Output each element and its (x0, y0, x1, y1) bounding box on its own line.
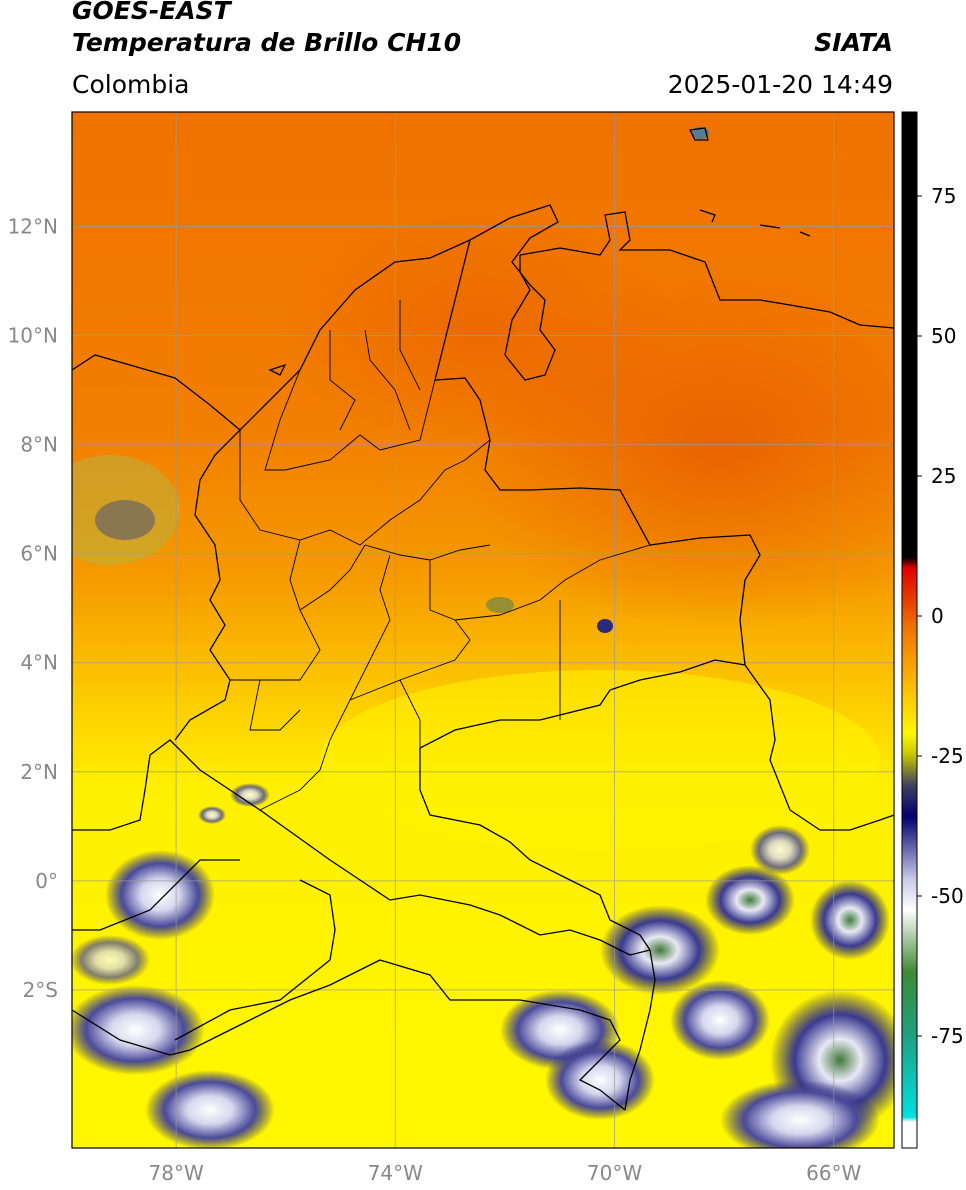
lon-tick-label: 78°W (149, 1161, 204, 1185)
venezuela-brazil-border (789, 809, 894, 831)
caribbean-coast (72, 204, 559, 431)
colorbar-tick-label: -75 (931, 1024, 964, 1048)
islands (268, 127, 811, 376)
colorbar-tick-label: -50 (931, 884, 964, 908)
product-title: Temperatura de Brillo CH10 (72, 28, 462, 57)
lat-tick-label: 8°N (20, 433, 58, 457)
brand-label: SIATA (814, 28, 893, 57)
satellite-title: GOES-EAST (72, 0, 231, 25)
lat-tick-label: 12°N (8, 215, 58, 239)
peru-brazil-border (624, 949, 656, 1111)
ecuador-colombia-border (174, 879, 336, 1041)
lon-tick-label: 70°W (587, 1161, 642, 1185)
latitude-tick-labels: 12°N 10°N 8°N 6°N 4°N 2°N 0° 2°S (8, 215, 58, 1002)
colombia-peru-border (72, 739, 651, 956)
longitude-tick-labels: 78°W 74°W 70°W 66°W (149, 1161, 862, 1185)
colorbar (901, 111, 918, 1149)
lat-tick-label: 2°N (20, 760, 58, 784)
lat-tick-label: 10°N (8, 324, 58, 348)
lat-tick-label: 6°N (20, 542, 58, 566)
graticule (72, 112, 894, 1148)
lon-tick-label: 66°W (806, 1161, 861, 1185)
colorbar-tick-labels: 75 50 25 0 -25 -50 -75 (917, 184, 964, 1048)
brightness-field (72, 112, 894, 1148)
lat-tick-label: 0° (35, 869, 58, 893)
map-frame (71, 111, 895, 1149)
colorbar-tick-label: 0 (931, 604, 944, 628)
lat-tick-label: 4°N (20, 651, 58, 675)
internal-department-borders (230, 300, 651, 811)
venezuela-coast (519, 211, 894, 329)
colorbar-tick-label: -25 (931, 744, 964, 768)
lat-tick-label: 2°S (23, 978, 58, 1002)
colorbar-tick-label: 75 (931, 184, 956, 208)
pacific-coast (174, 429, 241, 741)
ecuador-peru-border (72, 859, 626, 1111)
lon-tick-label: 74°W (368, 1161, 423, 1185)
colombia-venezuela-border (434, 239, 791, 811)
colorbar-tick-label: 50 (931, 324, 956, 348)
country-borders (72, 127, 894, 1111)
colorbar-tick-label: 25 (931, 464, 956, 488)
region-label: Colombia (72, 70, 190, 99)
timestamp-label: 2025-01-20 14:49 (667, 70, 893, 99)
